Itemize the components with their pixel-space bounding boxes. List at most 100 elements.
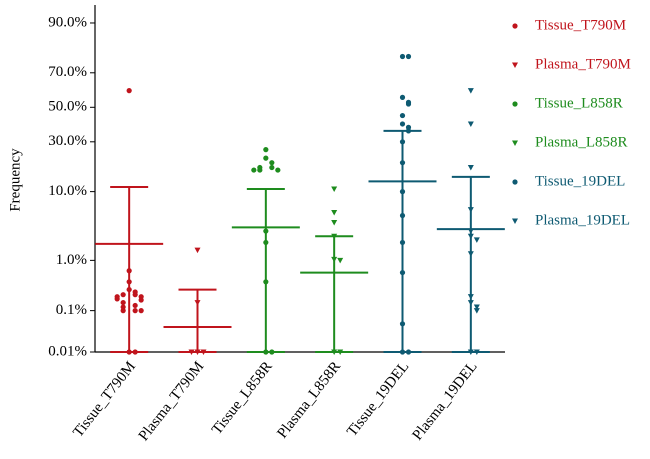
data-point (467, 165, 474, 171)
legend-label: Plasma_T790M (535, 56, 631, 72)
data-point (200, 349, 207, 355)
data-point (331, 256, 338, 263)
data-point (257, 167, 263, 173)
data-point (132, 349, 138, 355)
legend-marker (512, 140, 518, 146)
data-point (467, 349, 474, 355)
legend-item: Plasma_T790M (512, 56, 631, 72)
legend-marker (512, 179, 518, 185)
data-point (405, 128, 412, 134)
x-tick-label: Plasma_L858R (274, 359, 344, 442)
data-point (399, 239, 406, 246)
x-tick-label: Plasma_T790M (136, 359, 208, 444)
data-point (467, 300, 474, 306)
data-point (331, 209, 338, 216)
legend-item: Tissue_T790M (512, 17, 626, 33)
data-point (473, 304, 480, 311)
data-point (194, 349, 201, 355)
data-point (194, 247, 201, 254)
legend-marker (512, 218, 518, 224)
legend-item: Tissue_19DEL (512, 173, 625, 189)
x-tick-label: Tissue_L858R (209, 359, 276, 438)
data-point (120, 304, 126, 310)
y-tick-label: 1.0% (56, 252, 87, 268)
data-point (263, 279, 269, 285)
legend-label: Plasma_L858R (535, 134, 628, 150)
data-point (337, 257, 344, 264)
data-point (275, 167, 281, 173)
data-point (331, 219, 338, 226)
y-tick-label: 10.0% (48, 183, 87, 199)
y-tick-label: 50.0% (48, 99, 87, 115)
data-point (399, 349, 406, 355)
data-point (138, 297, 144, 303)
data-point (269, 160, 275, 166)
y-tick-label: 30.0% (48, 133, 87, 149)
legend-label: Tissue_19DEL (535, 173, 625, 189)
data-point (269, 349, 275, 355)
data-point (405, 349, 412, 355)
data-point (194, 300, 201, 306)
y-tick-label: 0.1% (56, 302, 87, 318)
data-point (399, 94, 406, 100)
group (368, 53, 437, 355)
data-point (399, 321, 406, 327)
data-point (126, 279, 132, 285)
data-point (473, 308, 480, 314)
group (300, 186, 369, 355)
data-point (331, 186, 338, 193)
data-point (263, 147, 269, 153)
data-point (114, 296, 120, 302)
data-point (467, 228, 474, 235)
group (163, 247, 232, 355)
data-point (405, 53, 412, 60)
data-point (269, 164, 275, 171)
x-tick-label: Plasma_19DEL (410, 359, 481, 444)
legend-marker (512, 23, 518, 29)
legend-label: Tissue_L858R (535, 95, 623, 111)
data-point (467, 233, 474, 240)
group (231, 147, 300, 355)
data-point (251, 167, 257, 173)
x-tick-label: Tissue_19DEL (344, 359, 412, 440)
legend-item: Tissue_L858R (512, 95, 623, 111)
data-point (467, 121, 474, 127)
legend-label: Tissue_T790M (535, 17, 626, 33)
data-point (399, 189, 406, 195)
data-point (399, 53, 406, 60)
y-tick-label: 0.01% (48, 343, 87, 359)
data-point (120, 308, 126, 314)
group (436, 88, 505, 355)
legend-marker (512, 62, 518, 68)
data-point (120, 299, 126, 306)
x-tick-label: Tissue_T790M (70, 359, 139, 441)
data-point (126, 286, 132, 293)
data-point (263, 349, 269, 355)
legend-label: Plasma_19DEL (535, 212, 630, 228)
data-point (399, 121, 406, 127)
data-point (467, 88, 474, 94)
data-point (399, 112, 406, 119)
data-point (473, 237, 480, 243)
data-point (331, 349, 338, 355)
data-point (467, 207, 474, 213)
data-point (132, 308, 138, 314)
data-point (132, 292, 138, 298)
legend-marker (512, 101, 518, 107)
data-point (126, 88, 132, 94)
data-point (399, 269, 406, 276)
y-tick-label: 90.0% (48, 14, 87, 30)
data-point (126, 268, 132, 274)
data-point (132, 302, 138, 309)
data-point (399, 160, 406, 166)
data-point (473, 349, 480, 355)
data-point (467, 251, 474, 257)
data-point (138, 308, 144, 314)
data-point (188, 349, 195, 355)
legend-item: Plasma_L858R (512, 134, 628, 150)
data-point (467, 294, 474, 300)
y-axis-label: Frequency (7, 148, 23, 212)
data-point (263, 239, 269, 246)
data-point (331, 233, 338, 240)
